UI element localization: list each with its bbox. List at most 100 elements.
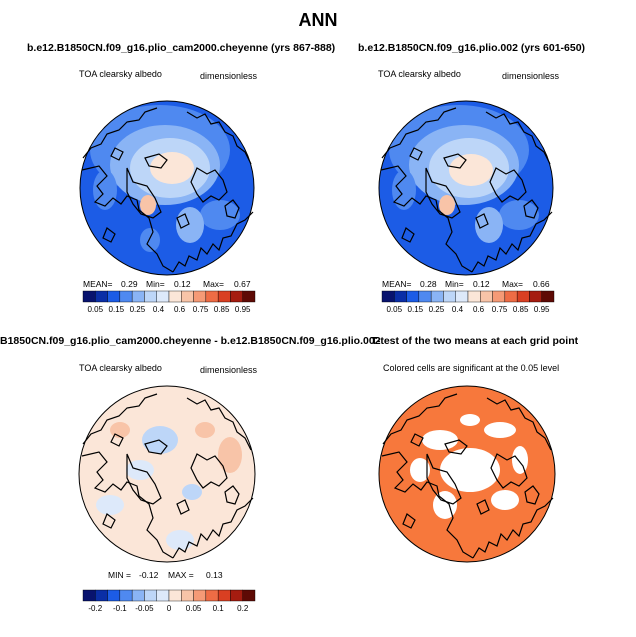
colorbar-3-swatch: [168, 589, 182, 602]
panel-1-title: b.e12.B1850CN.f09_g16.plio_cam2000.cheye…: [27, 42, 336, 54]
colorbar-2-swatch: [529, 290, 542, 303]
colorbar-3-tick-label: -0.2: [88, 604, 102, 613]
colorbar-1-swatch: [230, 290, 243, 303]
panel-4-note: Colored cells are significant at the 0.0…: [383, 363, 560, 373]
colorbar-1-tick-label: 0.15: [109, 305, 125, 314]
colorbar-3-tick-label: -0.1: [113, 604, 127, 613]
colorbar-1-tick-label: 0.6: [174, 305, 186, 314]
panel-3-max-label: MAX =: [168, 570, 194, 580]
figure-title: ANN: [298, 10, 338, 30]
colorbar-2-swatch: [504, 290, 518, 303]
colorbar-3-swatch: [217, 589, 231, 602]
panel-2-title: b.e12.B1850CN.f09_g16.plio.002 (yrs 601-…: [358, 42, 586, 54]
colorbar-1-tick-label: 0.25: [130, 305, 146, 314]
panel-3-min: -0.12: [139, 570, 159, 580]
colorbar-3-tick-label: 0.2: [237, 604, 249, 613]
colorbar-1-swatch: [168, 290, 182, 303]
colorbar-2-tick-label: 0.15: [408, 305, 424, 314]
panel-4-title: T-test of the two means at each grid poi…: [371, 335, 579, 347]
panel-2-variable: TOA clearsky albedo: [378, 69, 461, 79]
colorbar-2-tick-label: 0.25: [429, 305, 445, 314]
colorbar-3-swatch: [95, 589, 108, 602]
panel-3-units: dimensionless: [200, 365, 258, 375]
colorbar-2-swatch: [418, 290, 432, 303]
colorbar-1-tick-label: 0.95: [235, 305, 251, 314]
panel-3-max: 0.13: [206, 570, 223, 580]
colorbar-1-tick-label: 0.05: [87, 305, 103, 314]
panel-2-max-label: Max=: [502, 279, 524, 289]
colorbar-2-swatch: [516, 290, 530, 303]
colorbar-2-swatch: [492, 290, 506, 303]
panel-4-map: [378, 385, 556, 563]
panel-2-max: 0.66: [533, 279, 550, 289]
panel-3-title: B1850CN.f09_g16.plio_cam2000.cheyenne - …: [0, 335, 381, 347]
colorbar-1: 0.05 0.15 0.25 0.4 0.6 0.75 0.85 0.95: [82, 290, 256, 314]
colorbar-3-swatch: [242, 589, 256, 602]
panel-3-map: [78, 385, 256, 563]
colorbar-1-swatch: [131, 290, 145, 303]
colorbar-3-tick-label: 0.05: [186, 604, 202, 613]
colorbar-1-tick-label: 0.4: [153, 305, 165, 314]
colorbar-2-tick-label: 0.95: [534, 305, 550, 314]
panel-1-mean-label: MEAN=: [83, 279, 113, 289]
panel-1-mean: 0.29: [121, 279, 138, 289]
colorbar-2-tick-label: 0.85: [513, 305, 529, 314]
colorbar-3-tick-label: -0.05: [135, 604, 154, 613]
colorbar-1-swatch: [156, 290, 170, 303]
colorbar-2-swatch: [467, 290, 481, 303]
panel-2-mean: 0.28: [420, 279, 437, 289]
colorbar-1-swatch: [181, 290, 194, 303]
colorbar-1-tick-label: 0.85: [214, 305, 230, 314]
colorbar-2-tick-label: 0.05: [386, 305, 402, 314]
colorbar-2-swatch: [480, 290, 493, 303]
colorbar-1-swatch: [144, 290, 157, 303]
panel-2-min: 0.12: [473, 279, 490, 289]
colorbar-3-tick-label: 0.1: [213, 604, 225, 613]
colorbar-3-swatch: [82, 589, 96, 602]
panel-2-units: dimensionless: [502, 71, 560, 81]
colorbar-2-swatch: [541, 290, 555, 303]
colorbar-1-swatch: [205, 290, 219, 303]
colorbar-3-swatch: [156, 589, 170, 602]
colorbar-2-tick-label: 0.75: [492, 305, 508, 314]
colorbar-2-swatch: [443, 290, 456, 303]
panel-1-max: 0.67: [234, 279, 251, 289]
colorbar-1-tick-label: 0.75: [193, 305, 209, 314]
panel-1-variable: TOA clearsky albedo: [79, 69, 162, 79]
panel-2-min-label: Min=: [445, 279, 464, 289]
colorbar-1-swatch: [107, 290, 121, 303]
colorbar-3-swatch: [144, 589, 157, 602]
colorbar-3-swatch: [205, 589, 219, 602]
panel-3-min-label: MIN =: [108, 570, 131, 580]
colorbar-3-swatch: [193, 589, 207, 602]
colorbar-3-swatch: [107, 589, 121, 602]
panel-1-min: 0.12: [174, 279, 191, 289]
colorbar-1-swatch: [193, 290, 207, 303]
panel-2-map: [378, 100, 554, 276]
panel-3-variable: TOA clearsky albedo: [79, 363, 162, 373]
colorbar-3-swatch: [181, 589, 194, 602]
colorbar-3-swatch: [230, 589, 243, 602]
colorbar-1-swatch: [95, 290, 108, 303]
colorbar-2-swatch: [406, 290, 420, 303]
colorbar-2-swatch: [430, 290, 444, 303]
panel-1-map: [79, 100, 255, 276]
colorbar-3: -0.2 -0.1 -0.05 0 0.05 0.1 0.2: [82, 589, 256, 613]
colorbar-1-swatch: [217, 290, 231, 303]
panel-1-max-label: Max=: [203, 279, 225, 289]
colorbar-2-tick-label: 0.4: [452, 305, 464, 314]
colorbar-2-swatch: [394, 290, 407, 303]
panel-1-units: dimensionless: [200, 71, 258, 81]
colorbar-2-swatch: [381, 290, 395, 303]
colorbar-3-tick-label: 0: [167, 604, 172, 613]
colorbar-1-swatch: [82, 290, 96, 303]
panel-1-min-label: Min=: [146, 279, 165, 289]
colorbar-2: 0.05 0.15 0.25 0.4 0.6 0.75 0.85 0.95: [381, 290, 555, 314]
colorbar-2-swatch: [455, 290, 469, 303]
colorbar-3-swatch: [131, 589, 145, 602]
colorbar-3-swatch: [119, 589, 133, 602]
colorbar-2-tick-label: 0.6: [473, 305, 485, 314]
colorbar-1-swatch: [119, 290, 133, 303]
panel-2-mean-label: MEAN=: [382, 279, 412, 289]
